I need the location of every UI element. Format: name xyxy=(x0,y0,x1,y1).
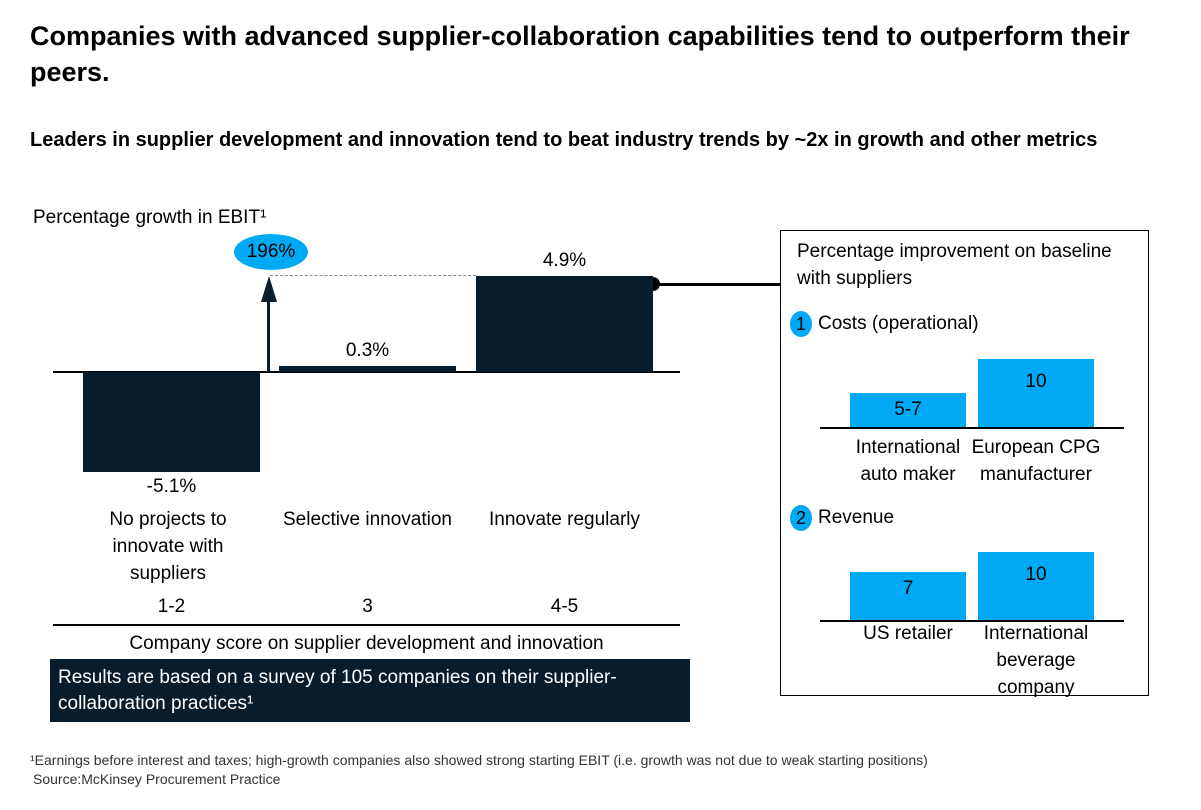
source: Source:McKinsey Procurement Practice xyxy=(33,771,281,787)
y-axis-label: Percentage growth in EBIT¹ xyxy=(33,207,267,228)
survey-note: Results are based on a survey of 105 com… xyxy=(50,659,690,722)
bar-1-2 xyxy=(83,372,260,472)
data-label: -5.1% xyxy=(146,475,197,497)
tick-label: 1-2 xyxy=(157,596,186,617)
baseline xyxy=(820,620,1124,622)
footnote: ¹Earnings before interest and taxes; hig… xyxy=(30,752,928,768)
connector-line xyxy=(652,283,780,286)
arrow-up-icon xyxy=(261,276,277,302)
category-description: Innovate regularly xyxy=(488,509,641,530)
data-label: 10 xyxy=(1025,564,1047,585)
number-badge-2-icon: 2 xyxy=(790,505,812,531)
chart-subtitle: Leaders in supplier development and inno… xyxy=(30,129,1098,151)
panel-title: Percentage improvement on baseline with … xyxy=(797,241,1112,289)
data-label: 0.3% xyxy=(345,340,390,362)
data-label: 5-7 xyxy=(894,399,922,420)
x-axis-label: Company score on supplier development an… xyxy=(129,633,604,654)
bar-3 xyxy=(279,366,456,372)
category-label: International auto maker xyxy=(855,437,961,485)
dashed-reference-line xyxy=(270,275,476,276)
number-badge-1-icon: 1 xyxy=(790,311,812,337)
data-label: 4.9% xyxy=(542,249,587,271)
category-description: Selective innovation xyxy=(283,509,452,530)
chart-title: Companies with advanced supplier-collabo… xyxy=(30,21,1130,87)
annotation-bubble: 196% xyxy=(234,234,308,270)
bar-international-auto-maker xyxy=(850,393,966,427)
category-description: No projects to innovate with suppliers xyxy=(109,509,227,584)
bar-us-retailer xyxy=(850,572,966,620)
section-title: Costs (operational) xyxy=(818,313,979,334)
supplier-improvement-panel xyxy=(780,230,1149,696)
category-label: European CPG manufacturer xyxy=(971,437,1101,485)
zero-baseline xyxy=(53,371,680,373)
bar-international-beverage-company xyxy=(978,552,1094,620)
x-axis-line xyxy=(53,624,680,626)
category-label: US retailer xyxy=(863,623,953,644)
bar-4-5 xyxy=(476,275,653,372)
arrow-shaft xyxy=(267,296,270,372)
data-label: 10 xyxy=(1025,371,1047,392)
category-label: International beverage company xyxy=(983,623,1089,698)
tick-label: 4-5 xyxy=(550,596,579,617)
bar-european-cpg-manufacturer xyxy=(978,359,1094,427)
data-label: 7 xyxy=(902,578,914,600)
section-title: Revenue xyxy=(818,507,895,528)
tick-label: 3 xyxy=(362,596,373,617)
baseline xyxy=(820,427,1124,429)
